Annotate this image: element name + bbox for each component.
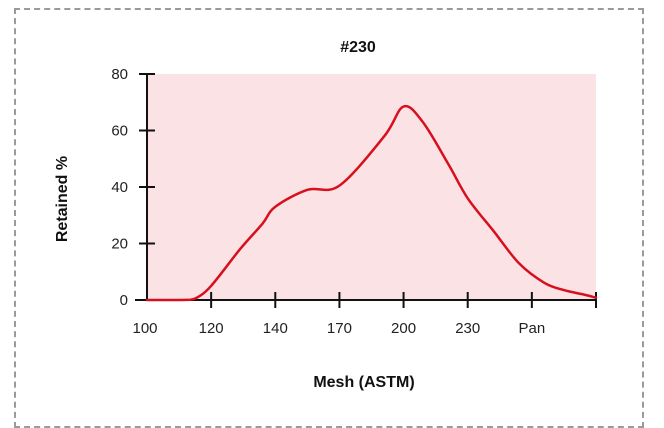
x-tick-label-120: 120 bbox=[199, 320, 224, 337]
y-tick-label-20: 20 bbox=[111, 236, 128, 253]
y-tick-label-60: 60 bbox=[111, 123, 128, 140]
retained-curve bbox=[145, 104, 598, 302]
x-tick-label-Pan: Pan bbox=[519, 320, 546, 337]
x-axis-label: Mesh (ASTM) bbox=[313, 374, 414, 391]
x-tick-label-140: 140 bbox=[263, 320, 288, 337]
chart-title: #230 bbox=[340, 39, 376, 56]
y-axis-label: Retained % bbox=[54, 156, 71, 242]
y-tick-label-0: 0 bbox=[120, 292, 128, 309]
x-tick-label-230: 230 bbox=[455, 320, 480, 337]
retained-chart: #230 Mesh (ASTM) Retained % 0 20 40 60 80 100… bbox=[54, 39, 598, 391]
x-tick-label-200: 200 bbox=[391, 320, 416, 337]
plot-background bbox=[147, 74, 596, 300]
y-tick-label-80: 80 bbox=[111, 66, 128, 83]
x-tick-label-170: 170 bbox=[327, 320, 352, 337]
y-tick-label-40: 40 bbox=[111, 179, 128, 196]
x-tick-label-100: 100 bbox=[132, 320, 157, 337]
